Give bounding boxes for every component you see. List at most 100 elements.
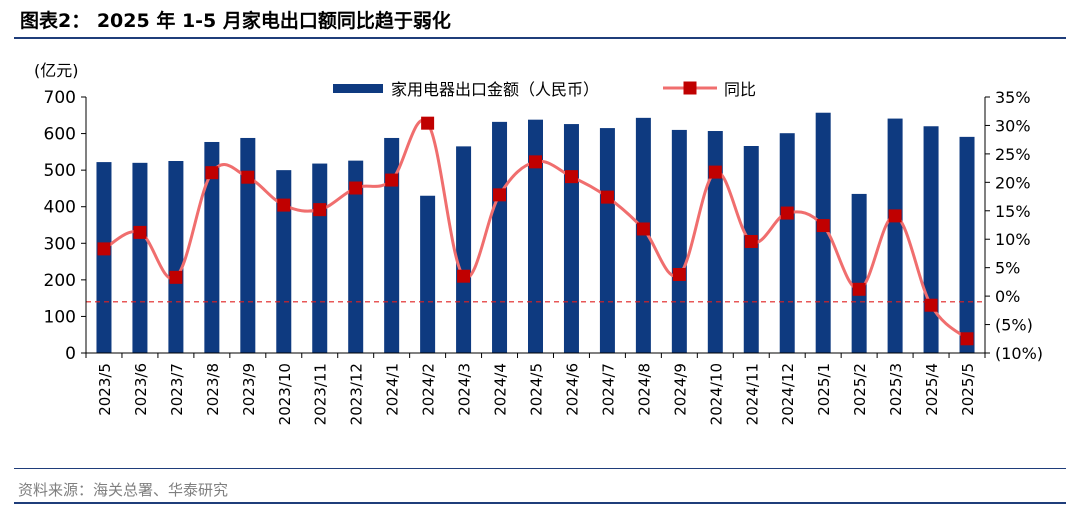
bar-2023/10 — [276, 170, 292, 353]
bar-2024/10 — [707, 131, 723, 353]
right-tick-label-0: 0% — [995, 287, 1020, 306]
yoy-point-2023/5 — [97, 242, 111, 256]
x-tick-label-2024/11: 2024/11 — [743, 363, 761, 425]
yoy-point-2024/10 — [708, 165, 722, 179]
yoy-point-2024/5 — [529, 155, 542, 169]
yoy-point-2023/12 — [349, 181, 363, 195]
right-tick-label-25: 25% — [995, 145, 1031, 164]
title-divider — [14, 37, 1066, 39]
bar-2024/5 — [528, 119, 543, 353]
x-tick-label-2025/4: 2025/4 — [923, 363, 941, 416]
x-tick-label-2024/2: 2024/2 — [420, 363, 438, 416]
yoy-point-2024/2 — [421, 116, 435, 130]
x-tick-label-2025/5: 2025/5 — [959, 363, 977, 416]
yoy-point-2023/10 — [277, 198, 291, 212]
yoy-point-2023/6 — [133, 225, 147, 239]
left-tick-label-200: 200 — [44, 271, 76, 291]
bar-2023/9 — [240, 137, 256, 353]
x-tick-label-2024/9: 2024/9 — [671, 363, 689, 416]
bar-series — [96, 112, 975, 354]
bar-2025/1 — [815, 112, 831, 354]
right-tick-label-20: 20% — [995, 173, 1031, 192]
bar-2023/8 — [204, 141, 220, 353]
legend-bar-label: 家用电器出口金额（人民币） — [391, 80, 599, 99]
x-tick-label-2023/8: 2023/8 — [204, 363, 222, 416]
bar-2025/4 — [923, 126, 939, 353]
x-tick-label-2023/12: 2023/12 — [348, 363, 366, 425]
x-tick-label-2024/10: 2024/10 — [707, 363, 725, 425]
left-tick-label-0: 0 — [65, 344, 76, 364]
source-divider — [14, 468, 1066, 469]
right-tick-label-30: 30% — [995, 116, 1031, 135]
yoy-point-2025/1 — [816, 219, 830, 233]
left-tick-label-600: 600 — [44, 125, 76, 145]
source-note: 资料来源：海关总署、华泰研究 — [18, 481, 229, 499]
left-tick-label-100: 100 — [44, 307, 76, 327]
axes: 0 100 200 300 400 500 600 700 (亿元) (10%) (5%) 0% 5% 1… — [34, 61, 1043, 425]
chart-canvas: 0 100 200 300 400 500 600 700 (亿元) (10%) (5%) 0% 5% 1… — [34, 61, 1043, 425]
x-tick-label-2023/11: 2023/11 — [312, 363, 330, 425]
yoy-point-2024/11 — [744, 234, 758, 248]
bar-2025/5 — [959, 136, 975, 353]
yoy-point-2024/12 — [780, 206, 794, 220]
legend-line-marker — [683, 81, 697, 95]
bar-2023/11 — [312, 163, 328, 353]
left-tick-label-700: 700 — [44, 88, 76, 108]
yoy-point-2024/8 — [636, 222, 650, 236]
yoy-point-2025/5 — [960, 332, 974, 346]
x-tick-label-2024/3: 2024/3 — [456, 363, 474, 416]
bar-2023/5 — [96, 162, 112, 353]
left-axis-unit: (亿元) — [34, 61, 79, 80]
x-tick-label-2025/2: 2025/2 — [851, 363, 869, 416]
yoy-point-2024/4 — [493, 188, 507, 202]
bar-2024/9 — [671, 129, 687, 353]
right-tick-label--10: (10%) — [995, 344, 1043, 363]
x-tick-label-2023/10: 2023/10 — [276, 363, 294, 425]
yoy-point-2023/11 — [313, 203, 327, 217]
right-tick-label--5: (5%) — [995, 316, 1033, 335]
yoy-point-2025/4 — [924, 298, 938, 312]
x-tick-label-2023/6: 2023/6 — [132, 363, 150, 416]
yoy-point-2025/3 — [888, 209, 902, 223]
chart-title: 图表2： 2025 年 1-5 月家电出口额同比趋于弱化 — [20, 10, 451, 32]
bar-2025/2 — [851, 193, 867, 353]
bar-2024/12 — [779, 133, 795, 353]
right-tick-label-15: 15% — [995, 202, 1031, 221]
bar-2024/6 — [563, 124, 579, 353]
left-tick-label-500: 500 — [44, 161, 76, 181]
bar-2023/6 — [132, 162, 148, 353]
yoy-point-2023/8 — [205, 166, 219, 180]
right-tick-label-5: 5% — [995, 259, 1020, 278]
x-tick-label-2023/5: 2023/5 — [96, 363, 114, 416]
bar-2024/7 — [599, 128, 615, 353]
bar-2024/3 — [456, 146, 472, 353]
yoy-line-series — [97, 116, 974, 346]
x-tick-label-2024/6: 2024/6 — [563, 363, 581, 416]
yoy-point-2025/2 — [852, 282, 866, 296]
legend-bar-swatch — [333, 84, 383, 93]
yoy-point-2024/6 — [564, 170, 578, 184]
right-tick-label-10: 10% — [995, 230, 1031, 249]
bar-2024/2 — [420, 195, 436, 353]
right-tick-label-35: 35% — [995, 88, 1031, 107]
x-tick-label-2025/1: 2025/1 — [815, 363, 833, 416]
x-tick-label-2024/5: 2024/5 — [528, 363, 546, 416]
x-tick-label-2025/3: 2025/3 — [887, 363, 905, 416]
x-tick-label-2024/4: 2024/4 — [492, 363, 510, 416]
yoy-point-2024/7 — [600, 190, 614, 204]
bar-2023/12 — [348, 160, 364, 353]
left-tick-label-300: 300 — [44, 234, 76, 254]
legend-line-label: 同比 — [724, 80, 756, 99]
yoy-point-2023/7 — [169, 270, 183, 284]
x-tick-label-2024/1: 2024/1 — [384, 363, 402, 416]
left-tick-label-400: 400 — [44, 198, 76, 218]
yoy-point-2024/9 — [672, 267, 686, 281]
yoy-point-2024/1 — [385, 173, 399, 187]
yoy-point-2023/9 — [241, 170, 255, 184]
x-tick-label-2023/9: 2023/9 — [240, 363, 258, 416]
bar-2024/1 — [384, 137, 400, 353]
bar-2025/3 — [887, 118, 903, 353]
yoy-point-2024/3 — [457, 269, 471, 283]
x-tick-label-2024/8: 2024/8 — [635, 363, 653, 416]
x-tick-label-2024/12: 2024/12 — [779, 363, 797, 425]
